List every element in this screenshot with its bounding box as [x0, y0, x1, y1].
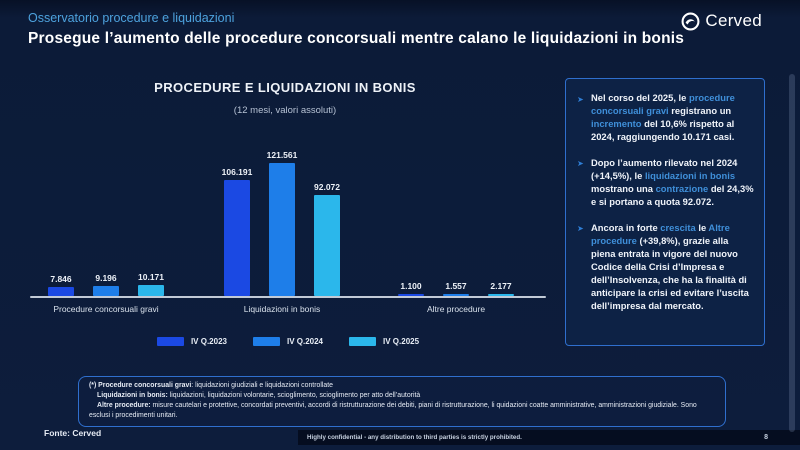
right-accent-bar — [789, 74, 795, 432]
bar — [48, 287, 74, 296]
bar-column: 1.100 — [398, 281, 424, 296]
legend-label: IV Q.2025 — [383, 337, 420, 346]
bar-value-label: 121.561 — [266, 150, 298, 160]
footnote-line: Liquidazioni in bonis: liquidazioni, liq… — [97, 392, 421, 399]
bar-value-label: 106.191 — [221, 166, 253, 177]
x-axis-line — [30, 296, 546, 298]
bar-group: 106.191 121.561 92.072 — [221, 150, 340, 296]
insight-bullet: ➤ Ancora in forte crescita le Altre proce… — [577, 222, 754, 313]
bar-column: 106.191 — [221, 166, 253, 296]
bullet-arrow-icon: ➤ — [577, 94, 584, 104]
bar — [314, 195, 340, 296]
bar-column: 9.196 — [93, 273, 119, 296]
bar-column: 92.072 — [314, 182, 340, 296]
bar-value-label: 92.072 — [314, 182, 340, 193]
chart-title: PROCEDURE E LIQUIDAZIONI IN BONIS — [154, 80, 416, 95]
insight-bullet: ➤ Dopo l’aumento rilevato nel 2024 (+14,5… — [577, 157, 754, 209]
bar-value-label: 1.100 — [400, 280, 422, 291]
chart-legend: IV Q.2023 IV Q.2024 IV Q.2025 — [30, 337, 546, 346]
category-label: Liquidazioni in bonis — [243, 304, 321, 314]
category-label: Procedure concorsuali gravi — [53, 304, 159, 314]
bar-column: 2.177 — [488, 281, 514, 296]
cerved-logo-icon — [681, 12, 700, 30]
insight-panel: ➤ Nel corso del 2025, le procedure concor… — [565, 78, 765, 346]
bullet-arrow-icon: ➤ — [577, 159, 584, 169]
bar — [93, 285, 119, 296]
legend-swatch — [252, 337, 280, 346]
slide-eyebrow: Osservatorio procedure e liquidazioni — [28, 11, 235, 25]
bar-column: 7.846 — [48, 274, 74, 296]
legend-item: IV Q.2025 — [349, 337, 419, 346]
insight-text: Nel corso del 2025, le procedure concors… — [591, 92, 735, 142]
confidential-text: Highly confidential - any distribution t… — [307, 434, 522, 441]
bar-column: 1.557 — [443, 281, 469, 296]
legend-item: IV Q.2023 — [156, 337, 227, 346]
bar-column: 10.171 — [138, 272, 164, 296]
bar-group: 1.100 1.557 2.177 — [398, 281, 514, 296]
bar — [443, 293, 469, 296]
legend-swatch — [156, 337, 184, 346]
bar-value-label: 10.171 — [138, 271, 164, 282]
chart-plot: 7.846 9.196 10.171 106.191 121.561 92.072 1.10… — [30, 150, 546, 298]
confidential-bar: Highly confidential - any distribution t… — [298, 430, 800, 445]
cerved-logo: Cerved — [681, 11, 762, 31]
footnote-line: Altre procedure: misure cautelari e prot… — [89, 402, 697, 419]
bar — [398, 293, 424, 296]
bar — [269, 163, 295, 296]
footnote-line: (*) Procedure concorsuali gravi: liquida… — [89, 382, 333, 389]
legend-item: IV Q.2024 — [252, 337, 324, 346]
bar — [224, 179, 250, 296]
insight-list: ➤ Nel corso del 2025, le procedure concor… — [577, 92, 754, 313]
insight-bullet: ➤ Nel corso del 2025, le procedure concor… — [577, 92, 754, 144]
legend-label: IV Q.2023 — [190, 337, 227, 346]
bar-value-label: 7.846 — [50, 274, 72, 285]
insight-text: Ancora in forte crescita le Altre proced… — [591, 221, 749, 311]
cerved-logo-text: Cerved — [705, 11, 762, 30]
bar — [138, 284, 164, 296]
bar-value-label: 2.177 — [490, 280, 512, 291]
bar-group: 7.846 9.196 10.171 — [48, 272, 164, 296]
source-label: Fonte: Cerved — [44, 428, 102, 438]
bar — [488, 293, 514, 296]
bullet-arrow-icon: ➤ — [577, 224, 584, 234]
bar-value-label: 9.196 — [95, 272, 117, 283]
insight-text: Dopo l’aumento rilevato nel 2024 (+14,5%… — [591, 156, 754, 207]
chart-subtitle: (12 mesi, valori assoluti) — [233, 105, 337, 116]
category-label: Altre procedure — [426, 304, 486, 314]
bar-value-label: 1.557 — [445, 280, 467, 291]
legend-swatch — [349, 337, 377, 346]
legend-label: IV Q.2024 — [286, 337, 324, 346]
page-number: 8 — [764, 434, 768, 441]
bar-column: 121.561 — [266, 150, 298, 296]
page-title: Prosegue l’aumento delle procedure conco… — [28, 30, 685, 47]
footnote-box: (*) Procedure concorsuali gravi: liquida… — [78, 376, 726, 427]
